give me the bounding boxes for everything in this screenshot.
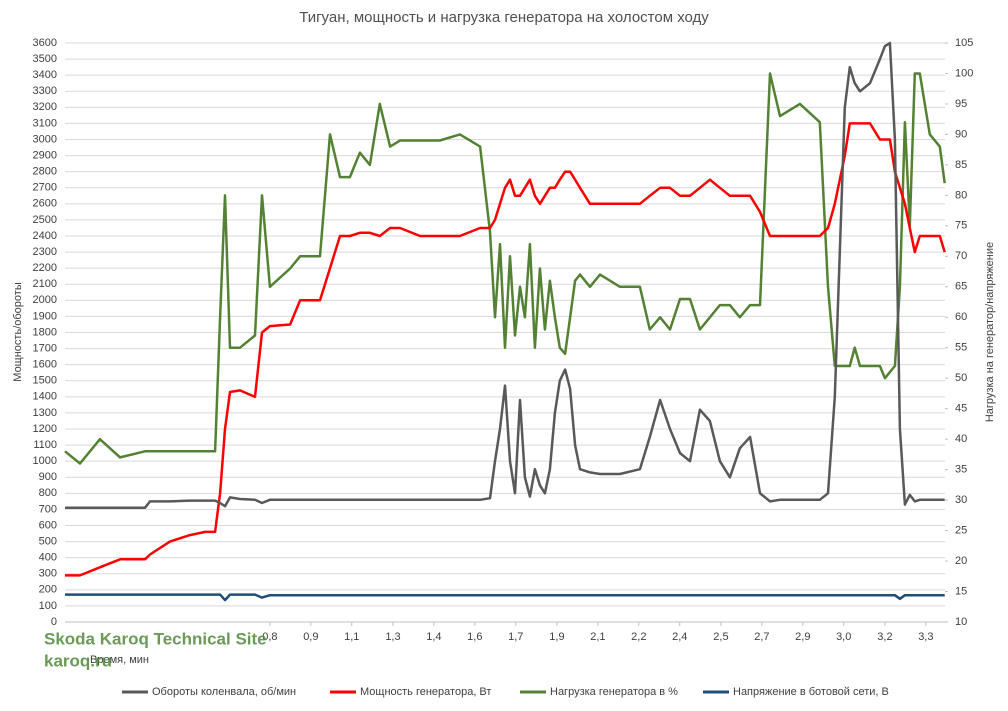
- x-tick-label: 2,5: [713, 631, 728, 643]
- x-tick-label: 2,4: [672, 631, 687, 643]
- series-line: [64, 72, 946, 465]
- legend-item: Обороты коленвала, об/мин: [122, 686, 296, 698]
- legend-label: Напряжение в ботовой сети, В: [733, 686, 889, 698]
- y-tick-label: 2900: [33, 149, 57, 161]
- y-tick-label: 1500: [33, 375, 57, 387]
- y-tick-label: 2800: [33, 166, 57, 178]
- x-tick-label: 1,6: [467, 631, 482, 643]
- y-tick-label: 3500: [33, 53, 57, 65]
- x-tick-label: 3,2: [877, 631, 892, 643]
- x-tick-label: 0,8: [262, 631, 277, 643]
- y-tick-label: 1800: [33, 326, 57, 338]
- y2-tick-label: 25: [955, 524, 967, 536]
- y-tick-label: 1200: [33, 423, 57, 435]
- legend-label: Нагрузка генератора в %: [550, 686, 678, 698]
- y-tick-label: 3300: [33, 85, 57, 97]
- y-tick-label: 3100: [33, 117, 57, 129]
- watermark: karoq.ru: [44, 651, 112, 670]
- y-tick-label: 600: [39, 519, 57, 531]
- y2-tick-label: 10: [955, 616, 967, 628]
- y-tick-label: 2100: [33, 278, 57, 290]
- y-tick-label: 3400: [33, 69, 57, 81]
- legend-label: Мощность генератора, Вт: [360, 686, 491, 698]
- y-tick-label: 900: [39, 471, 57, 483]
- y-tick-label: 500: [39, 535, 57, 547]
- y2-tick-label: 85: [955, 159, 967, 171]
- y-tick-label: 3000: [33, 133, 57, 145]
- y-tick-label: 0: [51, 616, 57, 628]
- x-tick-label: 1,1: [344, 631, 359, 643]
- y2-axis-label: Нагрузка на генератор/напряжение: [984, 242, 996, 422]
- y-tick-label: 400: [39, 552, 57, 564]
- y2-tick-label: 50: [955, 372, 967, 384]
- y-tick-label: 300: [39, 568, 57, 580]
- series-line: [65, 41, 945, 510]
- y2-tick-label: 105: [955, 37, 973, 49]
- y-tick-label: 2600: [33, 198, 57, 210]
- y2-tick-label: 35: [955, 464, 967, 476]
- y2-tick-label: 80: [955, 189, 967, 201]
- x-tick-label: 1,4: [426, 631, 441, 643]
- y2-tick-label: 70: [955, 250, 967, 262]
- series-line: [65, 593, 945, 602]
- x-tick-label: 2,7: [754, 631, 769, 643]
- y-tick-label: 1300: [33, 407, 57, 419]
- y-axis-label: Мощность/обороты: [12, 282, 24, 382]
- y2-tick-label: 20: [955, 555, 967, 567]
- y-tick-label: 1000: [33, 455, 57, 467]
- y-tick-label: 700: [39, 503, 57, 515]
- y-tick-label: 2300: [33, 246, 57, 258]
- y2-tick-label: 15: [955, 585, 967, 597]
- x-tick-label: 1,7: [508, 631, 523, 643]
- y2-tick-label: 60: [955, 311, 967, 323]
- legend-item: Мощность генератора, Вт: [330, 686, 491, 698]
- y-tick-label: 2000: [33, 294, 57, 306]
- y2-tick-label: 45: [955, 403, 967, 415]
- y-tick-label: 1700: [33, 342, 57, 354]
- y2-tick-label: 30: [955, 494, 967, 506]
- y-tick-label: 200: [39, 584, 57, 596]
- y-tick-label: 3200: [33, 101, 57, 113]
- chart-title: Тигуан, мощность и нагрузка генератора н…: [299, 9, 709, 26]
- y-tick-label: 1400: [33, 391, 57, 403]
- x-tick-label: 0,9: [303, 631, 318, 643]
- y-tick-label: 1100: [33, 439, 57, 451]
- y-tick-label: 2400: [33, 230, 57, 242]
- series-line: [65, 122, 946, 577]
- y-tick-label: 1600: [33, 359, 57, 371]
- x-tick-label: 3,3: [918, 631, 933, 643]
- y2-tick-label: 90: [955, 128, 967, 140]
- x-tick-label: 3,0: [836, 631, 851, 643]
- y-tick-label: 2500: [33, 214, 57, 226]
- x-tick-label: 2,9: [795, 631, 810, 643]
- y2-tick-label: 100: [955, 67, 973, 79]
- y-tick-label: 2200: [33, 262, 57, 274]
- y-tick-label: 800: [39, 487, 57, 499]
- x-axis-label: Время, мин: [90, 654, 149, 666]
- watermark: Skoda Karoq Technical Site: [44, 629, 267, 648]
- legend-item: Напряжение в ботовой сети, В: [703, 686, 889, 698]
- y2-tick-label: 95: [955, 98, 967, 110]
- y2-tick-label: 55: [955, 342, 967, 354]
- x-tick-label: 1,3: [385, 631, 400, 643]
- y-tick-label: 2700: [33, 182, 57, 194]
- legend-label: Обороты коленвала, об/мин: [152, 686, 296, 698]
- y-tick-label: 100: [39, 600, 57, 612]
- y2-tick-label: 75: [955, 220, 967, 232]
- y-tick-label: 1900: [33, 310, 57, 322]
- y2-tick-label: 65: [955, 281, 967, 293]
- x-tick-label: 2,2: [631, 631, 646, 643]
- y-tick-label: 3600: [33, 37, 57, 49]
- x-tick-label: 1,9: [549, 631, 564, 643]
- legend-item: Нагрузка генератора в %: [520, 686, 678, 698]
- y2-tick-label: 40: [955, 433, 967, 445]
- x-tick-label: 2,1: [590, 631, 605, 643]
